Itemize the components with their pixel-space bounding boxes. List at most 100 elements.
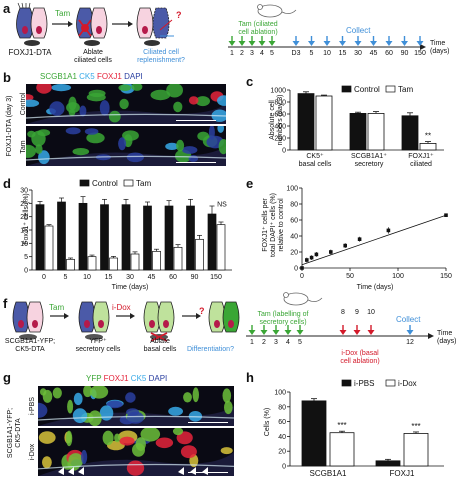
g-micrograph-ipbs: [38, 386, 234, 426]
c-legend-label-0: Control: [354, 85, 380, 94]
a-question-label: Ciliated cell replenishment?: [137, 49, 185, 64]
c-ytick-label-200: 200: [274, 136, 286, 143]
d-xlabel: Time (days): [111, 284, 149, 291]
panel-label-f: f: [3, 296, 8, 311]
a-tam-day-4: 4: [260, 50, 264, 57]
f-idox-label: i-Dox: [112, 303, 131, 312]
e-xlabel: Time (days): [356, 284, 394, 291]
micro-g1-cell: [83, 386, 93, 398]
d-xtick-10: 10: [83, 274, 91, 281]
g-micrograph-idox: [38, 428, 234, 476]
micro-g1-cell: [40, 388, 47, 396]
e-point-5: [343, 243, 347, 248]
a-model-label: FOXJ1-DTA: [8, 48, 52, 57]
e-ytick-label-40: 40: [290, 234, 298, 241]
panel-label-b: b: [3, 70, 11, 85]
a-time-label: Time (days): [430, 40, 450, 55]
micro-b1-cell: [26, 99, 40, 107]
micro-b1-cell: [26, 94, 34, 101]
e-point-0: [300, 266, 304, 270]
micro-b1-cell: [108, 110, 121, 123]
d-xtick-5: 5: [64, 274, 68, 281]
a-collect-arrow-D3: [292, 41, 300, 46]
micro-b1-cell: [188, 96, 199, 105]
h-ytick-label-20: 20: [278, 449, 286, 456]
micro-g2-cell: [180, 445, 197, 459]
f-tam-label: Tam: [49, 303, 65, 312]
h-legend-label-0: i-PBS: [354, 379, 374, 388]
f-question-mark: ?: [199, 306, 205, 316]
a-collect-day-30: 30: [354, 50, 362, 57]
micro-b1-cell: [166, 84, 183, 98]
a-tam-day-1: 1: [230, 50, 234, 57]
h-legend-swatch-1: [385, 379, 396, 387]
f-tam-day-4: 4: [286, 339, 290, 346]
e-ytick-label-60: 60: [290, 218, 298, 225]
f-tam-arrow-4: [284, 330, 292, 335]
d-ytick-label-20: 20: [20, 214, 28, 221]
a-tam-arrow-1: [228, 41, 236, 46]
f-yfp-label: YFP⁺ secretory cells: [75, 338, 121, 353]
micro-g2-arrowhead-0: [58, 467, 64, 475]
f-differentiation-icon: [208, 301, 240, 333]
a-tam-arrow-3: [248, 41, 256, 46]
micro-b1-cell: [99, 100, 110, 116]
a-collect-day-5: 5: [309, 50, 314, 57]
d-ytick-label-0: 0: [24, 268, 28, 275]
micro-b1-cell: [49, 101, 65, 116]
micro-b2-cell: [37, 129, 51, 137]
e-point-3: [314, 252, 319, 257]
ciliated-cell-icon: [16, 2, 48, 46]
panel-label-c: c: [246, 74, 254, 89]
d-ns-label: NS: [217, 202, 227, 209]
micro-b1-cell: [131, 84, 143, 91]
f-dox-day-9: 9: [355, 309, 359, 316]
micro-b1-cell: [36, 84, 52, 94]
e-point-1: [305, 258, 309, 262]
h-ylabel: Cells (%): [264, 407, 271, 437]
h-ytick-label-0: 0: [282, 464, 286, 471]
panel-label-g: g: [3, 370, 11, 385]
c-legend-swatch-1: [385, 85, 396, 93]
micro-b1-cell: [119, 98, 129, 110]
f-start-cells-icon: [12, 301, 44, 340]
f-tam-day-5: 5: [298, 339, 302, 346]
d-legend-swatch-0: [79, 179, 90, 187]
micro-b2-cell: [217, 126, 224, 133]
micro-b2-cell: [65, 127, 81, 135]
a-ablate-label: Ablate ciliated cells: [74, 49, 112, 64]
d-ytick-label-15: 15: [20, 228, 28, 235]
f-ablate-basal-icon: [143, 301, 175, 342]
a-tam-arrow-5: [268, 41, 276, 46]
micro-b2-cell: [122, 130, 139, 141]
micro-g2-arrowhead-5: [202, 467, 208, 475]
micro-b1-cell: [68, 109, 76, 116]
c-legend-swatch-0: [341, 85, 352, 93]
micro-g1-cell: [90, 386, 109, 399]
e-xtick-label-50: 50: [346, 273, 354, 280]
e-ytick-label-0: 0: [294, 266, 298, 273]
h-xtick-SCGB1A1: SCGB1A1: [310, 469, 347, 478]
d-legend-label-0: Control: [92, 179, 118, 188]
micro-b1-cell: [79, 105, 87, 117]
h-bar-i-pbs-0: [301, 400, 327, 467]
f-dox-label: i-Dox (basal cell ablation): [340, 350, 380, 365]
c-xgroup-2: SCGB1A1⁺ secretory: [351, 153, 387, 168]
micro-g1-cell: [67, 399, 74, 414]
d-ytick-label-10: 10: [20, 241, 28, 248]
micro-b2-cell: [165, 142, 179, 150]
d-xtick-150: 150: [210, 274, 222, 281]
a-collect-day-D3: D3: [291, 50, 301, 57]
e-point-6: [357, 237, 362, 241]
ablated-cell-icon: [76, 7, 108, 46]
micro-g1-basal-line: [38, 415, 234, 421]
f-collect-label: Collect: [396, 315, 421, 324]
f-tam-day-3: 3: [274, 339, 278, 346]
panel-a-schematic: [16, 2, 426, 50]
a-question-mark: ?: [176, 10, 182, 20]
micro-g1-cell: [126, 408, 140, 416]
c-ytick-label-800: 800: [274, 100, 286, 107]
micro-b2-cell: [182, 146, 198, 154]
g-stain-legend: YFP FOXJ1 CK5 DAPI: [86, 374, 168, 383]
